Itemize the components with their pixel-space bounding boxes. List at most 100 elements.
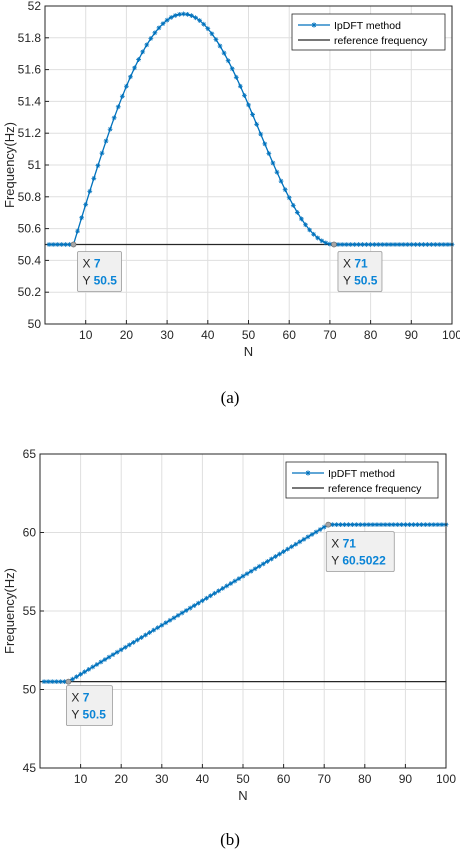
- data-point: [148, 36, 154, 41]
- data-point: [307, 227, 312, 233]
- data-point: [86, 666, 92, 672]
- data-point: [301, 536, 307, 542]
- data-point: [388, 242, 394, 247]
- datatip-x-value: 7: [83, 691, 90, 705]
- data-point: [103, 138, 109, 144]
- y-tick-label: 50.4: [18, 253, 42, 267]
- legend-label-ipdft: IpDFT method: [328, 468, 395, 480]
- data-point: [335, 242, 341, 247]
- data-point: [246, 102, 251, 108]
- datatip-x-label: X: [82, 257, 93, 271]
- data-point: [252, 566, 258, 572]
- data-point: [189, 13, 194, 19]
- data-point: [390, 522, 396, 528]
- data-point: [102, 657, 108, 662]
- datatip: X 7Y 50.5: [65, 678, 113, 727]
- data-point: [126, 642, 132, 648]
- data-point: [273, 554, 278, 559]
- data-point: [346, 522, 351, 528]
- data-point: [368, 242, 373, 247]
- datatip-y-label: Y: [82, 274, 93, 288]
- data-point: [355, 242, 361, 247]
- datatip-x: X 71: [343, 257, 368, 271]
- datatip-x-value: 71: [343, 537, 357, 551]
- data-point: [221, 50, 227, 56]
- data-point: [376, 242, 382, 247]
- data-point: [372, 242, 378, 247]
- data-point: [229, 66, 235, 72]
- y-tick-label: 52: [28, 0, 42, 13]
- data-point: [347, 242, 353, 247]
- data-point: [364, 242, 369, 247]
- y-tick-label: 50.8: [18, 190, 42, 204]
- data-point: [67, 242, 72, 247]
- data-point: [135, 637, 140, 643]
- data-point: [132, 65, 137, 71]
- y-tick-label: 65: [23, 447, 37, 461]
- data-point: [439, 522, 445, 528]
- data-point: [240, 573, 246, 579]
- data-point: [264, 559, 270, 564]
- data-point: [45, 679, 51, 685]
- legend-box: [291, 13, 446, 51]
- data-point: [58, 242, 64, 247]
- legend-label-ipdft: IpDFT method: [334, 20, 401, 32]
- data-point: [75, 228, 80, 234]
- y-tick-label: 51.6: [18, 63, 42, 77]
- x-tick-label: 40: [201, 328, 215, 342]
- data-point: [74, 674, 79, 680]
- data-point: [396, 242, 402, 247]
- data-point: [319, 238, 325, 244]
- y-axis-label: Frequency(Hz): [2, 568, 17, 654]
- data-point: [431, 522, 437, 528]
- data-point: [411, 522, 416, 528]
- series-ipdft-markers: [41, 522, 449, 685]
- data-point: [204, 595, 209, 601]
- data-point: [309, 532, 315, 537]
- data-point: [193, 15, 198, 21]
- data-point: [408, 242, 414, 247]
- data-point: [403, 522, 408, 528]
- datatip-y-label: Y: [71, 708, 82, 722]
- data-point: [175, 613, 181, 618]
- x-axis-label: N: [244, 344, 253, 359]
- legend-marker-ipdft: [305, 470, 311, 476]
- data-point: [136, 57, 142, 62]
- datatip-marker: [70, 241, 77, 248]
- data-point: [333, 522, 339, 528]
- x-axis-label: N: [238, 788, 247, 803]
- data-point: [380, 242, 386, 247]
- data-point: [201, 21, 207, 27]
- data-point: [187, 605, 193, 611]
- x-tick-label: 40: [196, 772, 210, 786]
- data-point: [404, 242, 410, 247]
- data-point: [224, 583, 230, 589]
- data-point: [415, 522, 420, 528]
- data-point: [297, 539, 303, 545]
- data-point: [106, 654, 112, 660]
- data-point: [384, 242, 390, 247]
- data-point: [258, 131, 264, 137]
- data-point: [90, 664, 96, 670]
- data-point: [94, 662, 100, 667]
- x-tick-label: 60: [283, 328, 297, 342]
- data-point: [254, 121, 260, 127]
- data-point: [197, 18, 203, 23]
- data-point: [54, 242, 60, 247]
- datatip-y-label: Y: [331, 554, 342, 568]
- x-tick-label: 70: [318, 772, 332, 786]
- data-point: [156, 25, 162, 31]
- data-point: [114, 649, 120, 655]
- data-point: [87, 188, 93, 194]
- legend: IpDFT method reference frequency: [285, 461, 439, 499]
- y-tick-label: 50.2: [18, 285, 42, 299]
- data-point: [152, 30, 158, 36]
- data-point: [305, 534, 311, 540]
- data-point: [327, 241, 333, 247]
- data-point: [122, 644, 128, 650]
- datatip-y: Y 50.5: [343, 274, 378, 288]
- x-tick-label: 50: [242, 328, 256, 342]
- data-point: [95, 163, 101, 169]
- data-point: [370, 522, 376, 528]
- datatip-y-value: 50.5: [83, 708, 107, 722]
